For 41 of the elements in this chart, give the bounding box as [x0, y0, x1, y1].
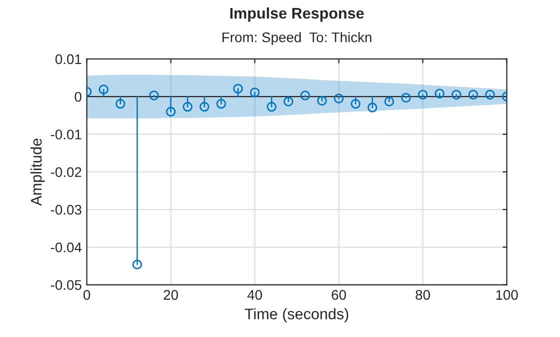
point: [116, 98, 126, 109]
point: [334, 94, 344, 104]
point: [132, 260, 142, 270]
point: [317, 96, 327, 106]
point: [149, 90, 159, 100]
point: [250, 88, 260, 98]
x-tick-label: 20: [164, 290, 178, 300]
y-tick-label: 0: [74, 92, 82, 102]
point: [350, 98, 360, 109]
point: [452, 90, 462, 100]
chart-title: Impulse Response: [230, 7, 364, 22]
point: [384, 96, 394, 106]
point: [98, 84, 108, 94]
y-tick-label: -0.03: [50, 204, 82, 215]
point: [418, 90, 428, 100]
point: [368, 102, 378, 112]
point: [300, 90, 310, 100]
point: [166, 106, 176, 117]
point: [266, 102, 276, 112]
y-axis-title: Amplitude: [30, 138, 45, 206]
point: [216, 98, 226, 109]
y-tick-label: -0.04: [50, 242, 82, 252]
point: [401, 92, 411, 103]
point: [468, 90, 478, 100]
y-tick-label: -0.02: [50, 167, 82, 178]
y-tick-label: -0.01: [50, 130, 82, 140]
x-tick-label: 0: [83, 290, 90, 300]
point: [284, 96, 294, 106]
point: [485, 90, 495, 100]
chart-subtitle: From: Speed To: Thickn: [222, 32, 372, 46]
y-tick-label: 0.01: [55, 54, 82, 64]
x-tick-label: 40: [247, 290, 262, 300]
y-tick-label: -0.05: [50, 280, 82, 290]
x-axis-title: Time (seconds): [244, 308, 348, 322]
point: [233, 84, 243, 94]
x-tick-label: 100: [496, 290, 518, 300]
x-tick-label: 60: [332, 290, 346, 300]
point: [182, 102, 192, 112]
point: [200, 102, 210, 112]
x-tick-label: 80: [416, 290, 430, 300]
point: [434, 88, 444, 98]
